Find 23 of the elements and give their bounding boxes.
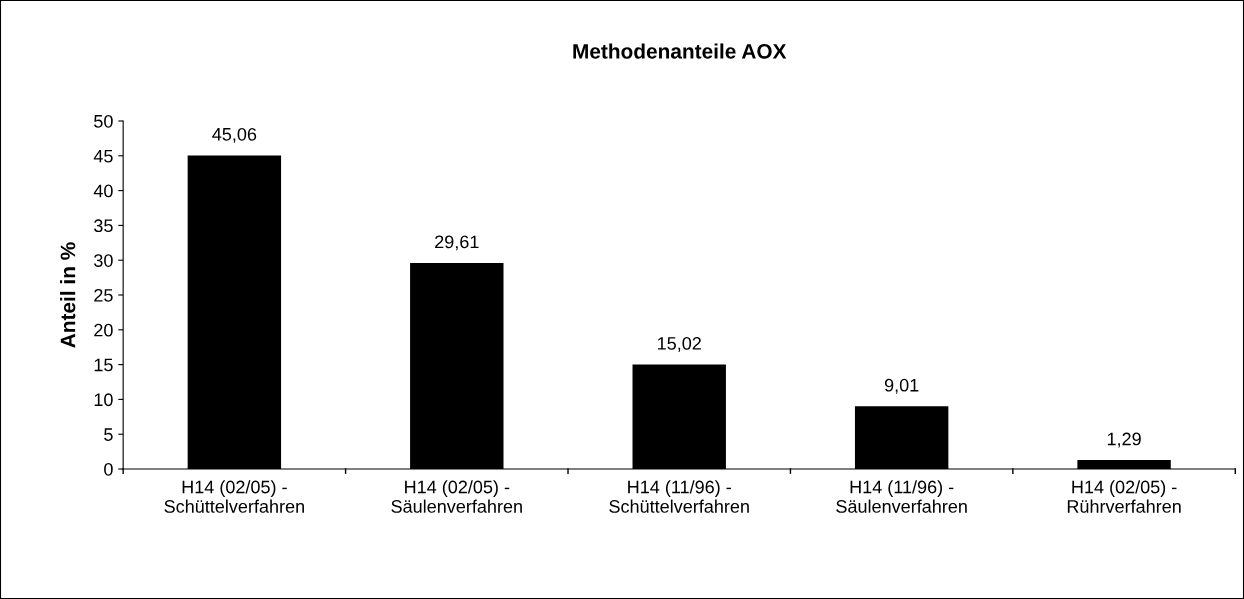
x-tick-label: H14 (11/96) - Schüttelverfahren [609,480,749,513]
x-tick-label: H14 (02/05) - Schüttelverfahren [164,480,304,513]
chart-title: Methodenanteile AOX [573,43,787,59]
data-label: 1,29 [1107,432,1141,448]
y-tick-label: 35 [94,219,113,233]
x-tick-label: H14 (11/96) - Säulenverfahren [836,480,967,513]
y-tick-label: 25 [94,288,113,302]
x-tick-label: H14 (02/05) - Rührverfahren [1067,480,1181,513]
data-label: 29,61 [435,235,479,251]
y-tick-label: 50 [94,114,113,128]
y-tick-label: 20 [94,323,113,337]
y-tick-label: 45 [93,149,113,163]
y-tick-label: 40 [93,184,113,198]
y-tick-label: 0 [104,462,113,476]
data-label: 15,02 [658,337,701,352]
y-axis-title: Anteil in % [60,242,76,348]
data-label: 45,06 [212,127,257,143]
x-tick-label: H14 (02/05) - Säulenverfahren [391,480,522,513]
y-tick-label: 30 [94,254,113,267]
y-tick-label: 15 [94,358,113,372]
y-tick-label: 5 [104,428,113,441]
y-tick-label: 10 [94,393,113,407]
data-label: 9,01 [884,378,919,394]
